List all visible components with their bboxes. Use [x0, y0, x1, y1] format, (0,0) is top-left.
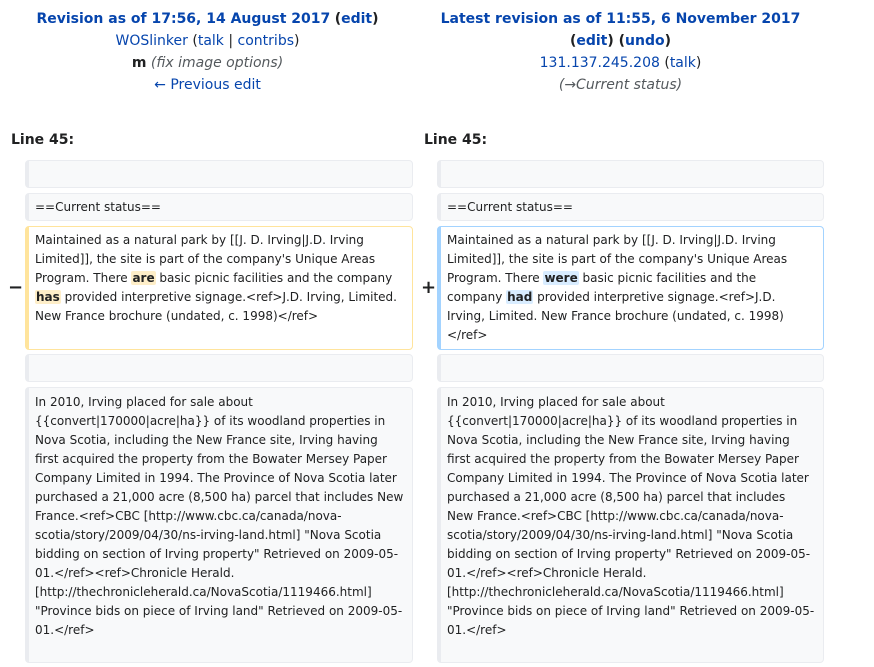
- new-revision-user-link[interactable]: 131.137.245.208: [539, 55, 660, 71]
- new-revision-edit-link[interactable]: edit: [576, 33, 608, 49]
- old-revision-user-link[interactable]: WOSlinker: [115, 33, 188, 49]
- old-revision-title-link[interactable]: Revision as of 17:56, 14 August 2017: [36, 11, 331, 27]
- old-revision-summary: (fix image options): [150, 55, 284, 71]
- diff-context-paragraph-right: In 2010, Irving placed for sale about {{…: [437, 387, 824, 663]
- diff-context-heading-right: ==Current status==: [437, 193, 824, 221]
- added-word: were: [543, 271, 579, 285]
- new-revision-title-link[interactable]: Latest revision as of 11:55, 6 November …: [440, 11, 801, 27]
- deleted-line-marker: −: [8, 277, 24, 298]
- diff-added-line: Maintained as a natural park by [[J. D. …: [437, 226, 824, 350]
- previous-edit-link[interactable]: ← Previous edit: [154, 77, 261, 93]
- minor-edit-flag: m: [131, 55, 147, 71]
- old-revision-talk-link[interactable]: talk: [197, 33, 224, 49]
- diff-context-empty-right: [437, 160, 824, 188]
- diff-context-empty-left: [25, 354, 413, 382]
- old-revision-contribs-link[interactable]: contribs: [237, 33, 294, 49]
- deleted-word: are: [131, 271, 156, 285]
- added-word: had: [506, 290, 534, 304]
- new-revision-summary: (→Current status): [558, 77, 683, 93]
- new-revision-header: Latest revision as of 11:55, 6 November …: [440, 11, 801, 93]
- diff-context-paragraph-left: In 2010, Irving placed for sale about {{…: [25, 387, 413, 663]
- diff-deleted-line: Maintained as a natural park by [[J. D. …: [25, 226, 413, 350]
- old-revision-header: Revision as of 17:56, 14 August 2017 (ed…: [36, 11, 379, 93]
- old-revision-edit-link[interactable]: edit: [341, 11, 373, 27]
- diff-context-empty-left: [25, 160, 413, 188]
- right-line-number: Line 45:: [424, 132, 488, 148]
- diff-context-empty-right: [437, 354, 824, 382]
- diff-context-heading-left: ==Current status==: [25, 193, 413, 221]
- deleted-word: has: [35, 290, 61, 304]
- left-line-number: Line 45:: [11, 132, 75, 148]
- new-revision-undo-link[interactable]: undo: [625, 33, 665, 49]
- added-line-marker: +: [421, 277, 437, 298]
- new-revision-talk-link[interactable]: talk: [669, 55, 696, 71]
